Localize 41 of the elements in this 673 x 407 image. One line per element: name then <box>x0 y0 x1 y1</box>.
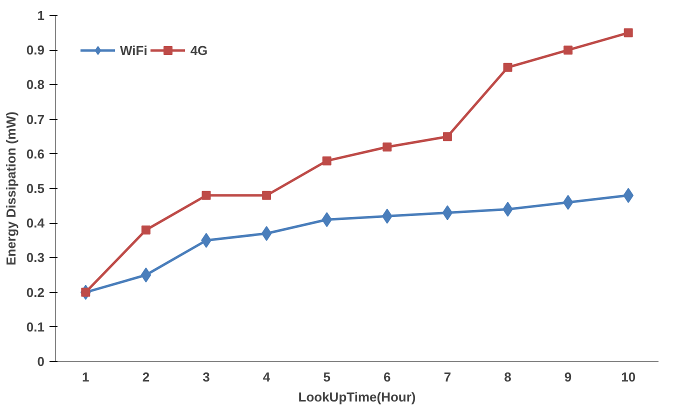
point <box>562 194 574 210</box>
y-tick-label: 0.9 <box>26 42 45 58</box>
point <box>261 226 272 241</box>
y-axis-title: Energy Dissipation (mW) <box>3 112 18 266</box>
x-tick-label: 5 <box>323 370 330 384</box>
y-tick-label: 0.7 <box>26 112 45 127</box>
x-tick-label: 9 <box>564 370 572 384</box>
point <box>262 190 272 200</box>
point <box>322 156 332 166</box>
point <box>322 212 332 228</box>
x-tick-label: 10 <box>621 370 636 384</box>
y-tick-label: 0.2 <box>26 284 45 300</box>
point <box>564 46 573 55</box>
y-tick-label: 0.1 <box>26 319 45 334</box>
point <box>503 62 512 72</box>
y-tick-label: 0.4 <box>26 216 46 231</box>
point <box>202 190 211 200</box>
y-tick-label: 0.6 <box>26 146 45 162</box>
legend-label: WiFi <box>120 42 148 58</box>
x-tick-label: 7 <box>444 370 452 384</box>
x-axis-title: LookUpTime(Hour) <box>298 390 416 404</box>
y-tick-label: 0.5 <box>26 181 45 196</box>
point <box>141 226 150 235</box>
point <box>382 142 392 152</box>
y-tick-label: 0.8 <box>26 77 45 92</box>
legend-label: 4G <box>190 42 209 58</box>
point <box>624 28 633 38</box>
point <box>140 268 152 282</box>
point <box>623 188 634 203</box>
x-tick-label: 1 <box>82 370 90 384</box>
x-tick-label: 2 <box>142 370 150 384</box>
y-tick-label: 0 <box>37 354 45 369</box>
y-tick-label: 0.3 <box>26 250 45 266</box>
y-tick-label: 1 <box>37 8 45 23</box>
point <box>442 205 453 220</box>
x-tick-label: 8 <box>504 370 512 384</box>
point <box>382 208 392 224</box>
x-tick-label: 4 <box>262 370 271 384</box>
x-tick-label: 6 <box>384 370 391 384</box>
point <box>442 132 452 142</box>
x-tick-label: 3 <box>202 370 210 384</box>
